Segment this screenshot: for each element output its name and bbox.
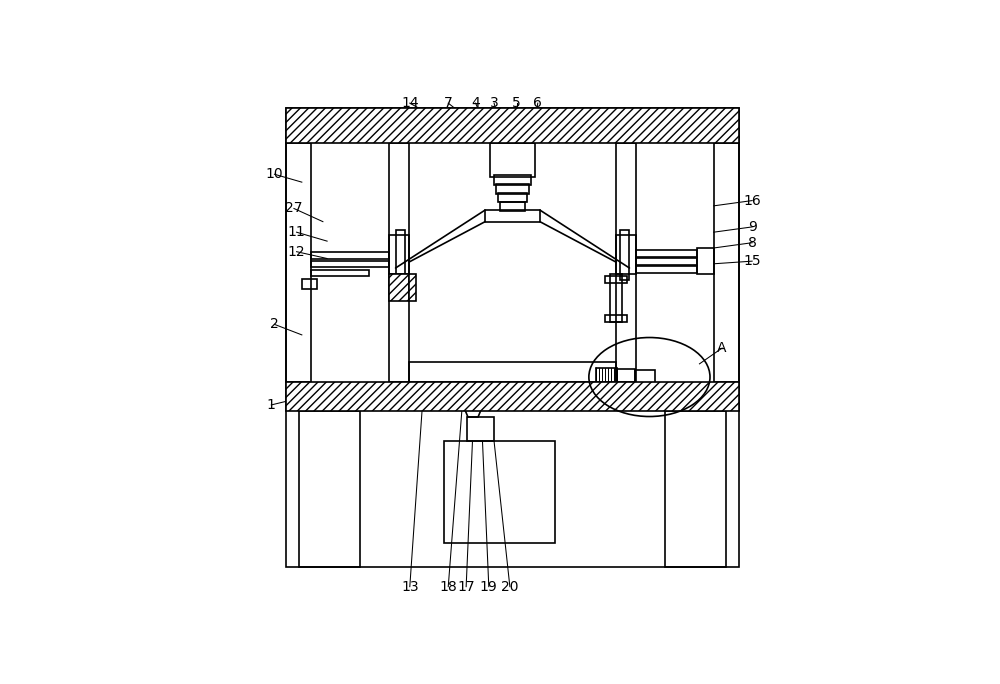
- Text: 14: 14: [401, 96, 419, 110]
- Text: 5: 5: [512, 96, 521, 110]
- Text: 3: 3: [490, 96, 498, 110]
- Bar: [494, 175, 531, 185]
- Bar: [299, 411, 360, 566]
- Text: 17: 17: [457, 579, 475, 594]
- Bar: [620, 230, 629, 280]
- Bar: [665, 411, 726, 566]
- Bar: [409, 274, 416, 301]
- Bar: [444, 441, 555, 543]
- Text: 27: 27: [285, 202, 303, 215]
- Bar: [311, 269, 369, 276]
- Text: 19: 19: [480, 579, 498, 594]
- Bar: [605, 315, 627, 321]
- Bar: [311, 252, 389, 259]
- Text: 10: 10: [266, 168, 283, 181]
- Bar: [286, 143, 311, 382]
- Text: 1: 1: [267, 398, 276, 412]
- Bar: [616, 235, 636, 274]
- Bar: [500, 202, 525, 211]
- Bar: [389, 235, 409, 274]
- Bar: [302, 279, 317, 289]
- Bar: [605, 276, 627, 283]
- Text: 20: 20: [501, 579, 519, 594]
- Bar: [697, 248, 714, 274]
- Text: 6: 6: [533, 96, 542, 110]
- Text: A: A: [717, 341, 727, 355]
- Bar: [617, 369, 635, 388]
- Text: 2: 2: [270, 317, 279, 331]
- Text: 4: 4: [471, 96, 480, 110]
- Bar: [389, 143, 409, 382]
- Bar: [610, 274, 622, 321]
- Bar: [467, 417, 494, 441]
- Text: 18: 18: [439, 579, 457, 594]
- Bar: [389, 274, 409, 301]
- Text: 9: 9: [748, 220, 757, 234]
- Bar: [311, 261, 389, 267]
- Bar: [498, 193, 527, 202]
- Bar: [714, 143, 739, 382]
- Text: 8: 8: [748, 236, 757, 250]
- Bar: [396, 230, 405, 280]
- Text: 12: 12: [288, 245, 305, 259]
- Bar: [286, 108, 739, 566]
- Bar: [496, 184, 529, 194]
- Bar: [616, 143, 636, 382]
- Bar: [636, 250, 697, 257]
- Bar: [490, 143, 535, 177]
- Text: 11: 11: [288, 225, 305, 239]
- Bar: [409, 363, 616, 382]
- Text: 15: 15: [743, 254, 761, 268]
- Text: 16: 16: [743, 194, 761, 207]
- Bar: [635, 370, 655, 389]
- Bar: [636, 258, 697, 265]
- Bar: [485, 210, 540, 222]
- Text: 13: 13: [401, 579, 419, 594]
- Bar: [286, 382, 739, 411]
- Text: 7: 7: [444, 96, 453, 110]
- Bar: [286, 109, 739, 143]
- Bar: [636, 266, 697, 273]
